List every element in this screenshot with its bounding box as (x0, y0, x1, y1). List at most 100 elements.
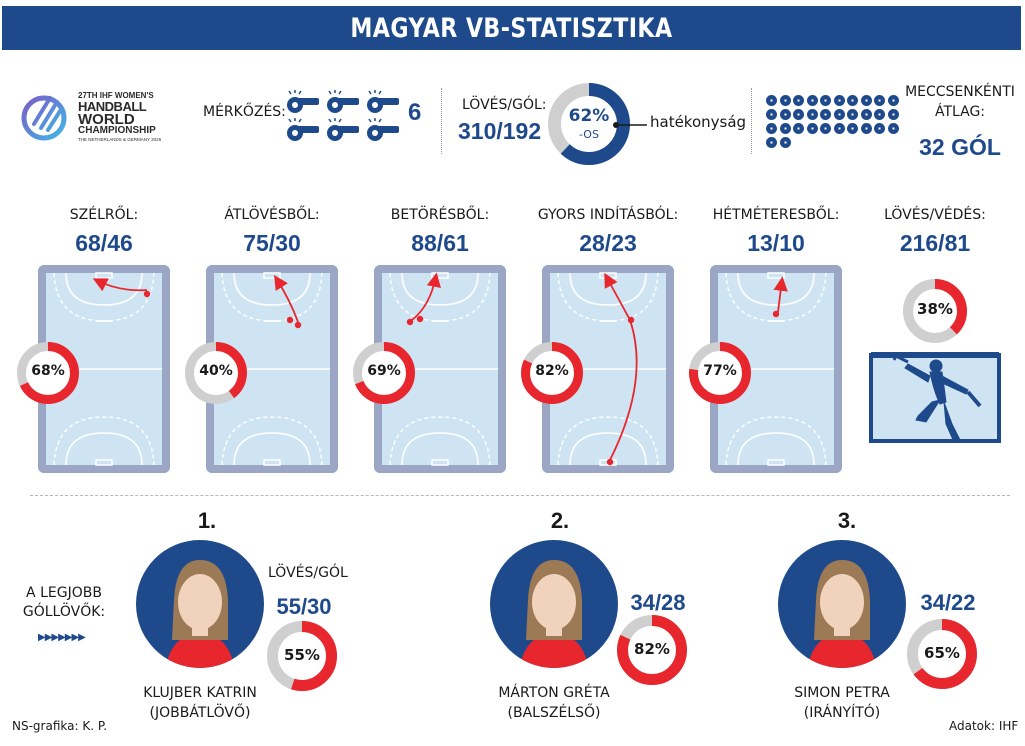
shot-type-label: GYORS INDÍTÁSBÓL: (537, 207, 679, 223)
shot-type-percent: 40% (199, 363, 233, 379)
shots-goals-value: 310/192 (458, 118, 542, 144)
player-percent: 65% (924, 644, 960, 662)
player-rank: 2. (550, 508, 570, 533)
logo-line1: 27TH IHF WOMEN'S (78, 91, 154, 100)
player-stat: 34/22 (920, 590, 976, 615)
ball-grid (766, 95, 906, 157)
player-position: (BALSZÉLSŐ) (507, 705, 601, 721)
ball-icon (874, 123, 885, 134)
ball-icon (820, 123, 831, 134)
logo-line5: THE NETHERLANDS & GERMANY 2025 (78, 137, 162, 142)
whistle-icon (285, 118, 321, 142)
shot-type-label: ÁTLÖVÉSBŐL: (224, 207, 320, 223)
whistle-icon (285, 90, 321, 114)
player-donut: 55% (266, 620, 338, 692)
player-position: (IRÁNYÍTÓ) (803, 705, 881, 721)
ball-icon (766, 109, 777, 120)
ball-icon (779, 137, 791, 148)
ball-icon (833, 95, 845, 106)
ball-icon (793, 123, 804, 134)
shot-type-value: 13/10 (747, 230, 805, 256)
top-scorers-line1: A LEGJOBB (26, 585, 102, 601)
player-name: KLUJBER KATRIN (143, 685, 257, 701)
shots-goals-label: LÖVÉS/GÓL: (462, 97, 547, 113)
ball-icon (766, 123, 777, 134)
player-photo (136, 540, 264, 668)
shot-type-percent: 82% (535, 363, 569, 379)
ball-icon (766, 137, 777, 148)
arrow-row: ▶▶▶▶▶▶▶ (38, 632, 86, 643)
whistle-icon (365, 118, 401, 142)
shot-type-value: 75/30 (243, 230, 301, 256)
efficiency-suffix: -OS (579, 128, 599, 141)
player-donut: 65% (906, 618, 978, 690)
footer-credit: NS-grafika: K. P. (12, 719, 108, 733)
whistle-icon (325, 90, 361, 114)
goalkeeper-icon (869, 352, 1001, 443)
logo-line3: WORLD (78, 111, 135, 128)
shot-type-donut: 77% (688, 341, 752, 405)
ball-icon (793, 95, 804, 106)
shot-type-percent: 77% (703, 363, 737, 379)
ball-icon (860, 95, 872, 106)
player-position: (JOBBÁTLÖVŐ) (149, 705, 251, 721)
ball-icon (820, 95, 831, 106)
logo-line4: CHAMPIONSHIP (78, 125, 156, 136)
whistle-icon (365, 90, 401, 114)
efficiency-donut: 62% -OS (547, 82, 631, 166)
ball-icon (779, 109, 791, 120)
ball-icon (806, 123, 818, 134)
player-stat: 34/28 (630, 590, 686, 615)
avg-label-line2: ÁTLAG: (934, 104, 986, 120)
player-donut: 82% (616, 614, 688, 686)
ball-icon (874, 109, 885, 120)
ball-icon (847, 95, 858, 106)
shot-type-label: SZÉLRŐL: (69, 207, 139, 223)
shot-type-value: 88/61 (411, 230, 469, 256)
matches-value: 6 (408, 99, 422, 126)
ball-icon (820, 109, 831, 120)
saves-label: LÖVÉS/VÉDÉS: (884, 207, 986, 223)
court-diagram (206, 265, 338, 473)
matches-label: MÉRKŐZÉS: (203, 104, 286, 120)
player-percent: 82% (634, 640, 670, 658)
ball-icon (860, 123, 872, 134)
shot-type-value: 28/23 (579, 230, 637, 256)
shot-type-donut: 40% (184, 341, 248, 405)
ball-icon (806, 95, 818, 106)
ball-icon (766, 95, 777, 106)
page-title: MAGYAR VB-STATISZTIKA (350, 12, 673, 44)
player-name: SIMON PETRA (794, 685, 890, 701)
shot-type-donut: 69% (352, 341, 416, 405)
shot-type-percent: 69% (367, 363, 401, 379)
shot-type-percent: 68% (31, 363, 65, 379)
shot-type-donut: 82% (520, 341, 584, 405)
ball-icon (779, 95, 791, 106)
player-stat-label: LÖVÉS/GÓL (268, 565, 348, 581)
ball-icon (887, 95, 899, 106)
efficiency-percent: 62% (568, 106, 610, 126)
ball-icon (847, 109, 858, 120)
saves-value: 216/81 (899, 230, 971, 256)
shot-type-value: 68/46 (75, 230, 133, 256)
championship-logo: 27TH IHF WOMEN'S HANDBALL WORLD CHAMPION… (20, 84, 190, 146)
ball-icon (833, 123, 845, 134)
avg-value: 32 GÓL (919, 134, 1001, 160)
shot-type-label: BETÖRÉSBŐL: (390, 207, 490, 223)
avg-label-line1: MECCSENKÉNTI (905, 84, 1015, 100)
ball-icon (887, 123, 899, 134)
ball-icon (860, 109, 872, 120)
efficiency-label: hatékonyság (650, 113, 747, 131)
ball-icon (793, 109, 804, 120)
saves-donut: 38% (902, 278, 968, 344)
ball-icon (887, 109, 899, 120)
ball-logo-icon (21, 95, 67, 141)
player-rank: 3. (837, 508, 857, 533)
ball-icon (833, 109, 845, 120)
title-banner: MAGYAR VB-STATISZTIKA (2, 6, 1021, 50)
whistle-icon (325, 118, 361, 142)
ball-icon (847, 123, 858, 134)
player-photo (490, 540, 618, 668)
saves-percent: 38% (917, 300, 953, 318)
shot-type-label: HÉTMÉTERESBŐL: (712, 207, 840, 223)
